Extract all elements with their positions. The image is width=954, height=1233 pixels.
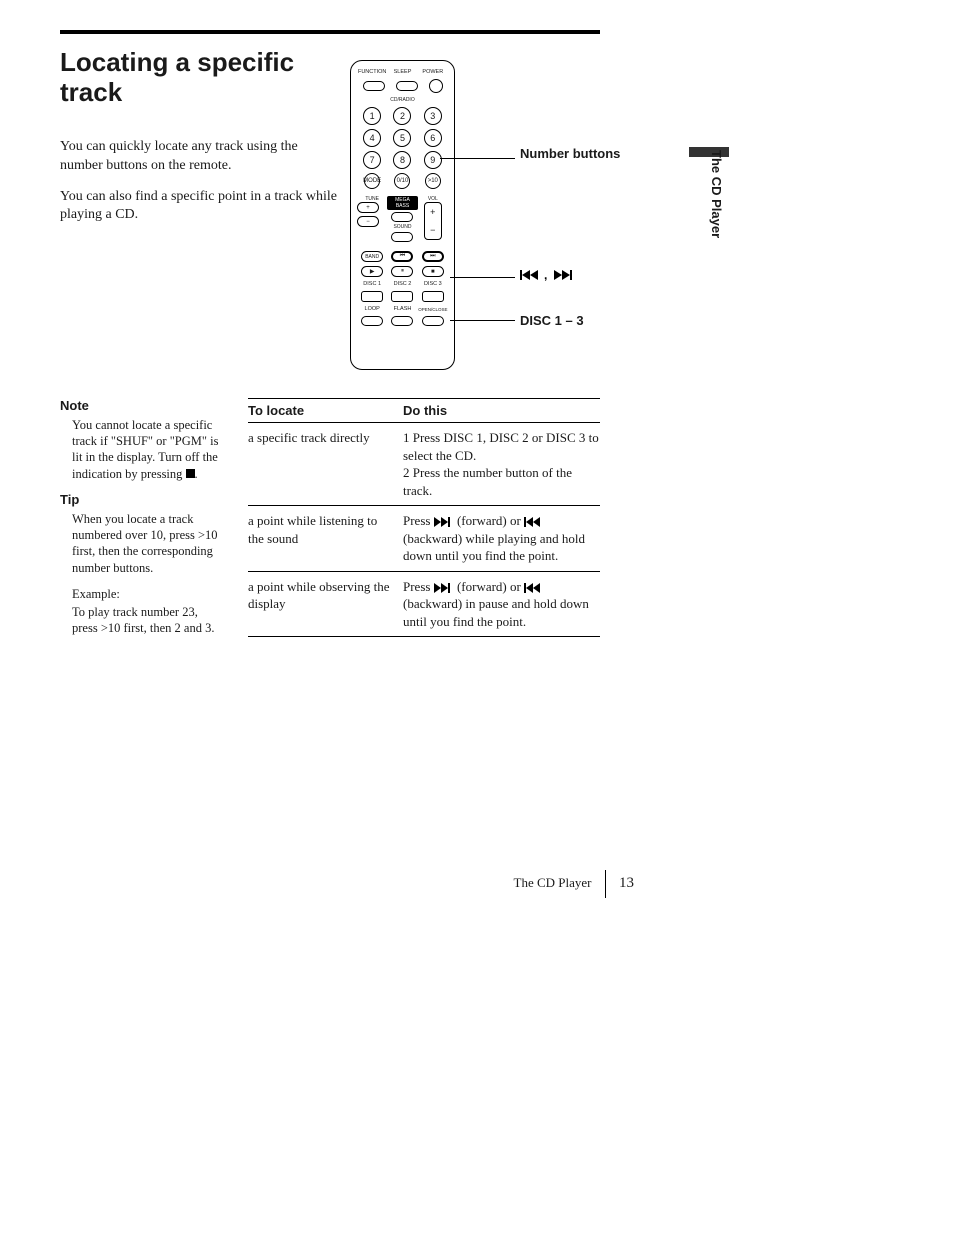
- forward-icon: [434, 517, 454, 527]
- tip-p1: When you locate a track numbered over 10…: [60, 511, 220, 576]
- svg-text:,: ,: [544, 268, 547, 282]
- backward-icon: [524, 517, 544, 527]
- table-row: a specific track directly 1 Press DISC 1…: [248, 423, 600, 506]
- remote-diagram: FUNCTION SLEEP POWER CD/RADIO 123 456 78…: [350, 60, 650, 390]
- instruction-table: To locate Do this a specific track direc…: [248, 398, 600, 637]
- forward-icon: [434, 583, 454, 593]
- tip-p3: To play track number 23, press >10 first…: [60, 604, 220, 637]
- tip-heading: Tip: [60, 492, 220, 509]
- cell: a point while observing the display: [248, 578, 403, 631]
- remote-label: SLEEP: [387, 69, 417, 75]
- page-number: 13: [619, 875, 634, 891]
- page-title: Locating a specific track: [60, 48, 340, 108]
- skip-icons: ,: [520, 268, 580, 282]
- cell: Press (forward) or (backward) in pause a…: [403, 578, 600, 631]
- notes-column: Note You cannot locate a specific track …: [60, 398, 220, 647]
- cell: 1 Press DISC 1, DISC 2 or DISC 3 to sele…: [403, 429, 600, 499]
- table-row: a point while observing the display Pres…: [248, 572, 600, 638]
- intro-p2: You can also find a specific point in a …: [60, 188, 340, 226]
- callout-skip: ,: [520, 268, 580, 285]
- cell: a point while listening to the sound: [248, 512, 403, 565]
- table-row: a point while listening to the sound Pre…: [248, 506, 600, 572]
- page-footer: The CD Player 13: [0, 870, 954, 898]
- intro-block: You can quickly locate any track using t…: [60, 138, 340, 226]
- top-rule: [60, 30, 600, 34]
- callout-number-buttons: Number buttons: [520, 146, 620, 162]
- col-header: Do this: [403, 403, 600, 418]
- remote-label: POWER: [418, 69, 448, 75]
- note-body: You cannot locate a specific track if "S…: [60, 417, 220, 482]
- table-header: To locate Do this: [248, 398, 600, 423]
- remote-label: FUNCTION: [357, 69, 387, 75]
- footer-section: The CD Player: [514, 875, 592, 890]
- tip-p2: Example:: [60, 586, 220, 602]
- callout-disc: DISC 1 – 3: [520, 313, 584, 328]
- intro-p1: You can quickly locate any track using t…: [60, 138, 340, 176]
- side-tab: The CD Player: [709, 150, 724, 238]
- col-header: To locate: [248, 403, 403, 418]
- stop-icon: [186, 469, 195, 478]
- note-heading: Note: [60, 398, 220, 415]
- remote-body: FUNCTION SLEEP POWER CD/RADIO 123 456 78…: [350, 60, 455, 370]
- cell: a specific track directly: [248, 429, 403, 499]
- manual-page: Locating a specific track You can quickl…: [0, 0, 954, 267]
- remote-label: CD/RADIO: [357, 97, 448, 103]
- backward-icon: [524, 583, 544, 593]
- cell: Press (forward) or (backward) while play…: [403, 512, 600, 565]
